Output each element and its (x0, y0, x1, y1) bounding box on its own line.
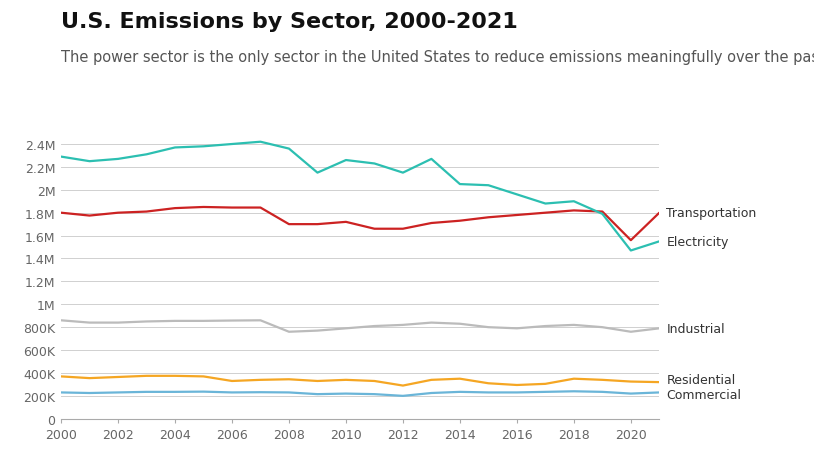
Text: Industrial: Industrial (667, 322, 725, 335)
Text: Transportation: Transportation (667, 207, 757, 220)
Text: U.S. Emissions by Sector, 2000-2021: U.S. Emissions by Sector, 2000-2021 (61, 12, 518, 32)
Text: Commercial: Commercial (667, 388, 742, 401)
Text: Electricity: Electricity (667, 235, 729, 248)
Text: Residential: Residential (667, 374, 736, 387)
Text: The power sector is the only sector in the United States to reduce emissions mea: The power sector is the only sector in t… (61, 50, 814, 65)
